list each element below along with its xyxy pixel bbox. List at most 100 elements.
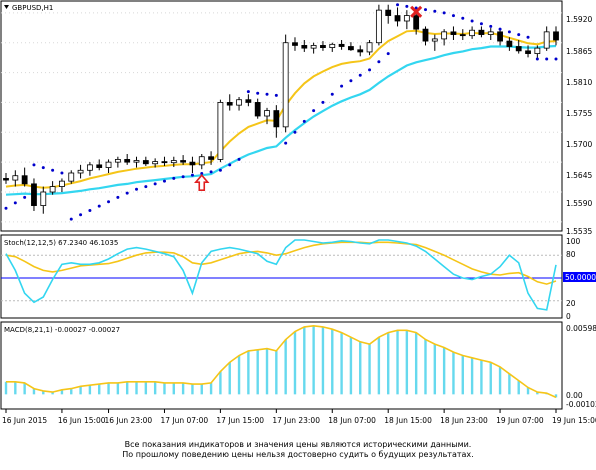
bearish-candle-body	[21, 175, 28, 185]
bullish-candle-body	[469, 29, 476, 37]
candle	[273, 105, 280, 138]
macd-histogram-bar	[387, 332, 390, 395]
macd-histogram-bar	[293, 331, 297, 395]
macd-histogram-bar	[349, 337, 353, 395]
macd-plot-area	[4, 324, 558, 399]
macd-histogram-bar	[359, 341, 362, 395]
macd-histogram-bar	[461, 355, 464, 395]
bearish-candle-body	[338, 43, 345, 47]
price-tick: 1.5645	[566, 171, 592, 180]
candle	[478, 26, 485, 38]
bearish-candle-body	[273, 110, 280, 128]
bullish-candle-body	[77, 169, 84, 174]
time-tick-label: 18 Jun 07:00	[328, 416, 376, 425]
macd-signal-line	[6, 324, 557, 399]
parabolic-sar-dot	[405, 4, 409, 8]
candle	[366, 40, 373, 56]
bullish-candle-body	[366, 42, 373, 53]
time-tick-label: 18 Jun 23:00	[440, 416, 488, 425]
candle	[394, 7, 401, 27]
bullish-candle-body	[133, 160, 140, 163]
macd-histogram-bar	[498, 366, 502, 395]
parabolic-sar-dot	[386, 52, 390, 56]
candle	[40, 186, 47, 214]
macd-histogram-bar	[181, 382, 185, 395]
bullish-candle-body	[40, 191, 47, 206]
parabolic-sar-dot	[396, 3, 400, 7]
parabolic-sar-dot	[461, 16, 465, 20]
macd-pane[interactable]: MACD(8,21,1) -0.00027 -0.00027 0.00598 0…	[0, 321, 596, 410]
candle	[385, 4, 392, 24]
bullish-candle-body	[59, 180, 65, 187]
macd-histogram-bar	[377, 337, 381, 395]
macd-histogram-bar	[284, 339, 287, 395]
parabolic-sar-dot	[489, 24, 493, 28]
bullish-candle-body	[264, 110, 270, 117]
parabolic-sar-dot	[554, 57, 558, 61]
parabolic-sar-dot	[162, 179, 166, 183]
bearish-candle-body	[161, 161, 168, 164]
bearish-candle-body	[385, 9, 392, 16]
parabolic-sar-dot	[246, 90, 250, 94]
parabolic-sar-dot	[451, 14, 455, 18]
price-tick: 1.5755	[566, 109, 592, 118]
candle	[282, 34, 289, 133]
parabolic-sar-dot	[125, 191, 129, 195]
stochastic-tick: 0	[566, 312, 571, 321]
macd-histogram-bar	[517, 380, 520, 395]
candle	[525, 45, 531, 58]
bearish-candle-body	[320, 45, 326, 48]
candle	[375, 4, 382, 46]
parabolic-sar-dot	[4, 206, 8, 210]
macd-histogram-bar	[554, 394, 558, 398]
price-tick: 1.5590	[566, 199, 592, 208]
macd-histogram-bar	[526, 387, 530, 395]
bearish-candle-body	[3, 178, 9, 181]
bearish-candle-body	[357, 49, 364, 53]
parabolic-sar-dot	[265, 92, 269, 96]
time-tick-label: 17 Jun 23:00	[272, 416, 320, 425]
parabolic-sar-dot	[526, 35, 530, 39]
parabolic-sar-dot	[32, 163, 36, 167]
candle	[515, 40, 522, 54]
parabolic-sar-dot	[470, 19, 474, 23]
stochastic-pane[interactable]: Stoch(12,12,5) 67.2340 46.1035 100 80 20…	[0, 234, 596, 321]
candle	[217, 99, 224, 163]
parabolic-sar-dot	[349, 79, 353, 83]
bullish-candle-body	[152, 161, 159, 165]
macd-histogram-bar	[51, 392, 54, 395]
bullish-candle-body	[86, 164, 93, 171]
macd-tick: -0.00102	[566, 400, 596, 409]
bearish-candle-body	[413, 15, 420, 30]
candle	[49, 181, 56, 195]
candle	[96, 159, 103, 171]
price-tick: 1.5700	[566, 140, 592, 149]
parabolic-sar-dot	[312, 109, 316, 113]
macd-tick: 0.00598	[566, 324, 596, 333]
bullish-candle-body	[487, 31, 494, 35]
macd-histogram-bar	[265, 348, 269, 395]
chart-menu-triangle-icon[interactable]	[4, 5, 9, 9]
parabolic-sar-dot	[368, 68, 372, 72]
time-tick-label: 17 Jun 15:00	[216, 416, 264, 425]
parabolic-sar-dot	[284, 141, 288, 145]
time-tick-label: 16 Jun 23:00	[105, 416, 153, 425]
macd-histogram-bar	[312, 325, 315, 395]
stochastic-tick: 80	[566, 250, 576, 259]
macd-histogram-bar	[228, 362, 231, 395]
price-tick: 1.5535	[566, 227, 592, 236]
macd-histogram-bar	[321, 326, 325, 395]
candle	[254, 98, 261, 119]
bearish-candle-body	[515, 46, 522, 52]
parabolic-sar-dot	[23, 195, 27, 199]
parabolic-sar-dot	[442, 11, 446, 15]
bearish-candle-body	[422, 28, 429, 42]
macd-histogram-bar	[405, 330, 409, 395]
parabolic-sar-dot	[535, 57, 539, 61]
fast-moving-average-line	[5, 29, 557, 189]
time-tick-label: 19 Jun 15:00	[552, 416, 596, 425]
candle	[348, 42, 354, 51]
price-pane[interactable]: GBPUSD,H1 1.5920 1.5865 1.5810 1.5755 1.…	[0, 0, 592, 236]
candle	[264, 107, 270, 125]
